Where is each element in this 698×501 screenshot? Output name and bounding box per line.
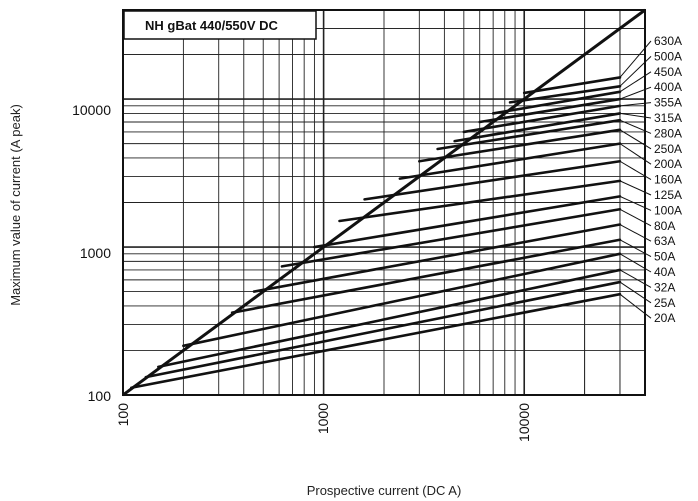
rating-label-25a: 25A bbox=[654, 296, 675, 310]
series-line-630a bbox=[522, 76, 622, 95]
y-tick-label-10000: 10000 bbox=[72, 102, 111, 118]
series-line-32a bbox=[157, 268, 622, 369]
chart-title: NH gBat 440/550V DC bbox=[145, 18, 279, 33]
series-line-63a bbox=[252, 223, 622, 293]
rating-label-250a: 250A bbox=[654, 142, 682, 156]
rating-label-400a: 400A bbox=[654, 80, 682, 94]
rating-label-80a: 80A bbox=[654, 219, 675, 233]
rating-label-315a: 315A bbox=[654, 111, 682, 125]
leader-line-200a bbox=[619, 143, 652, 165]
rating-label-20a: 20A bbox=[654, 311, 675, 325]
title-box bbox=[123, 10, 317, 40]
series-line-125a bbox=[338, 179, 622, 223]
y-axis-title: Maximum value of current (A peak) bbox=[8, 104, 23, 306]
rating-label-200a: 200A bbox=[654, 157, 682, 171]
peak-limit-line bbox=[122, 8, 646, 397]
leader-line-80a bbox=[619, 208, 652, 227]
rating-label-500a: 500A bbox=[654, 49, 682, 63]
rating-label-450a: 450A bbox=[654, 65, 682, 79]
rating-label-40a: 40A bbox=[654, 265, 675, 279]
y-tick-label-100: 100 bbox=[88, 388, 112, 404]
rating-label-355a: 355A bbox=[654, 96, 682, 110]
grid bbox=[123, 10, 645, 395]
series-line-450a bbox=[491, 90, 622, 115]
series-line-25a bbox=[144, 280, 622, 379]
series-line-20a bbox=[130, 292, 622, 390]
series-line-315a bbox=[453, 112, 622, 143]
leader-line-125a bbox=[619, 180, 652, 196]
x-axis-title: Prospective current (DC A) bbox=[307, 483, 462, 498]
rating-label-32a: 32A bbox=[654, 280, 675, 294]
leader-line-315a bbox=[619, 112, 652, 119]
series-line-100a bbox=[313, 195, 622, 249]
series-line-160a bbox=[363, 159, 622, 201]
rating-label-50a: 50A bbox=[654, 250, 675, 264]
rating-label-280a: 280A bbox=[654, 126, 682, 140]
series-line-80a bbox=[280, 207, 622, 268]
series-line-355a bbox=[462, 104, 622, 134]
leader-line-40a bbox=[619, 253, 652, 273]
rating-label-630a: 630A bbox=[654, 34, 682, 48]
y-tick-label-1000: 1000 bbox=[80, 245, 111, 261]
series-line-280a bbox=[436, 118, 622, 151]
x-tick-label-10000: 10000 bbox=[516, 403, 532, 442]
x-tick-label-100: 100 bbox=[115, 403, 131, 427]
leader-line-355a bbox=[619, 102, 652, 107]
series-line-40a bbox=[182, 252, 622, 348]
rating-label-125a: 125A bbox=[654, 188, 682, 202]
series-line-500a bbox=[508, 85, 622, 104]
rating-label-160a: 160A bbox=[654, 173, 682, 187]
leader-line-100a bbox=[619, 195, 652, 211]
series-group bbox=[122, 8, 646, 397]
series-line-400a bbox=[478, 97, 622, 124]
series-line-200a bbox=[398, 142, 622, 180]
x-tick-label-1000: 1000 bbox=[315, 403, 331, 434]
rating-label-100a: 100A bbox=[654, 203, 682, 217]
leader-line-250a bbox=[619, 129, 652, 150]
plot-frame bbox=[122, 9, 646, 396]
rating-label-63a: 63A bbox=[654, 234, 675, 248]
leader-line-63a bbox=[619, 224, 652, 242]
series-line-250a bbox=[418, 128, 622, 163]
series-line-50a bbox=[230, 238, 622, 314]
